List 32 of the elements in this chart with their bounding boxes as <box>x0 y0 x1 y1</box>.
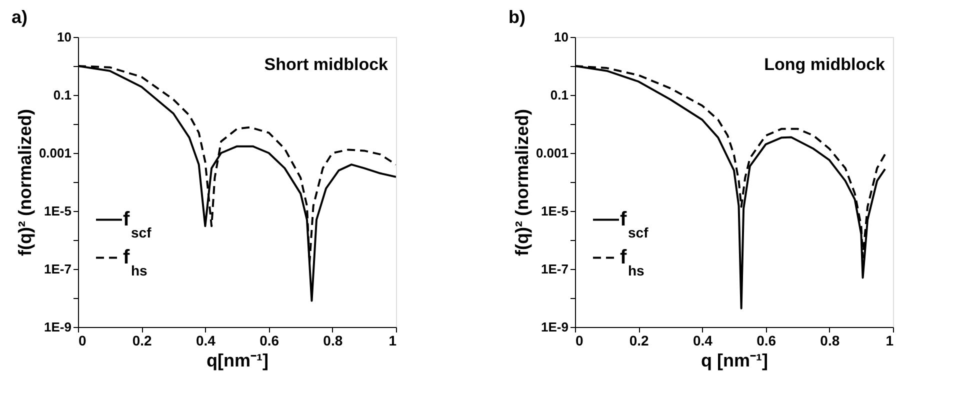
x-tick-label: 0.8 <box>820 332 840 348</box>
annotation: Long midblock <box>764 55 886 74</box>
y-tick-label: 1E-5 <box>541 204 568 218</box>
x-tick-label: 0.8 <box>323 332 343 348</box>
x-tick-label: 0.6 <box>260 332 280 348</box>
y-tick-label: 1E-9 <box>44 320 72 334</box>
y-tick-label: 1E-7 <box>541 262 568 276</box>
x-tick-label: 0.4 <box>692 332 713 348</box>
x-tick-label: 1 <box>388 332 397 348</box>
x-tick-label: 0.6 <box>756 332 776 348</box>
x-axis-title: q[nm⁻¹] <box>206 350 268 370</box>
y-axis-title: f(q)² (normalized) <box>512 109 532 256</box>
y-tick-label: 1E-9 <box>541 320 568 334</box>
y-tick-label: 10 <box>554 30 568 44</box>
annotation: Short midblock <box>264 55 389 74</box>
x-axis-title: q [nm⁻¹] <box>701 350 768 370</box>
y-tick-label: 0.001 <box>38 146 72 160</box>
x-tick-label: 0.2 <box>132 332 152 348</box>
x-tick-label: 0.4 <box>196 332 216 348</box>
y-tick-label: 0.001 <box>536 146 568 160</box>
chart-title: a) <box>11 7 28 27</box>
y-tick-label: 1E-7 <box>44 262 72 276</box>
x-tick-label: 0 <box>576 332 584 348</box>
chart-title: b) <box>508 7 526 27</box>
x-tick-label: 1 <box>886 332 894 348</box>
y-tick-label: 0.1 <box>53 88 72 102</box>
y-tick-label: 10 <box>57 30 72 44</box>
x-tick-label: 0.2 <box>629 332 650 348</box>
x-tick-label: 0 <box>78 332 86 348</box>
y-axis-title: f(q)² (normalized) <box>14 109 35 256</box>
y-tick-label: 1E-5 <box>44 204 72 218</box>
y-tick-label: 0.1 <box>550 88 568 102</box>
